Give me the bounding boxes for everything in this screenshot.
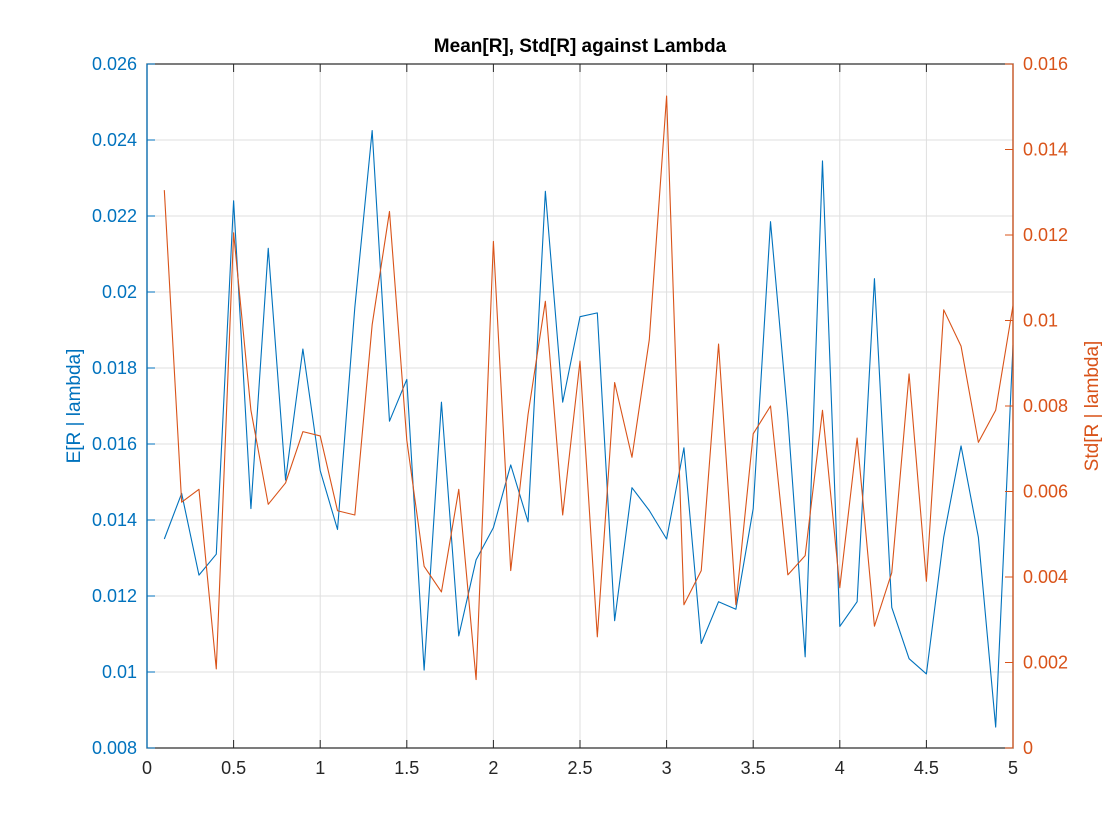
x-tick-label: 4.5 [914,758,939,778]
x-tick-label: 2.5 [567,758,592,778]
y-left-tick-label: 0.018 [92,358,137,378]
chart-title: Mean[R], Std[R] against Lambda [434,36,727,57]
y-left-tick-label: 0.012 [92,586,137,606]
x-tick-label: 0.5 [221,758,246,778]
y-left-tick-label: 0.026 [92,54,137,74]
x-tick-label: 0 [142,758,152,778]
y-right-tick-label: 0.012 [1023,225,1068,245]
x-tick-label: 3 [662,758,672,778]
x-tick-label: 3.5 [741,758,766,778]
x-tick-label: 5 [1008,758,1018,778]
y-axis-left-label: E[R | lambda] [64,349,85,464]
y-right-tick-label: 0.002 [1023,653,1068,673]
x-tick-label: 1 [315,758,325,778]
y-right-tick-label: 0 [1023,738,1033,758]
y-axis-right-label: Std[R | lambda] [1082,341,1103,472]
y-left-tick-label: 0.014 [92,510,137,530]
y-axis-right: 0 0.002 0.004 0.006 0.008 0.01 0.012 0.014 0.016 [1005,54,1068,758]
y-left-tick-label: 0.016 [92,434,137,454]
y-left-tick-label: 0.02 [102,282,137,302]
y-right-tick-label: 0.01 [1023,311,1058,331]
grid [146,63,1014,749]
x-tick-label: 1.5 [394,758,419,778]
y-left-tick-label: 0.022 [92,206,137,226]
y-right-tick-label: 0.004 [1023,567,1068,587]
y-axis-left: 0.008 0.01 0.012 0.014 0.016 0.018 0.02 0.022 0.… [92,54,155,758]
x-tick-label: 4 [835,758,845,778]
x-tick-label: 2 [488,758,498,778]
y-left-tick-label: 0.008 [92,738,137,758]
y-right-tick-label: 0.014 [1023,140,1068,160]
y-right-tick-label: 0.016 [1023,54,1068,74]
std-series-line [163,95,1014,681]
y-right-tick-label: 0.006 [1023,482,1068,502]
series-lines [163,95,1014,728]
y-right-tick-label: 0.008 [1023,396,1068,416]
y-left-tick-label: 0.01 [102,662,137,682]
y-left-tick-label: 0.024 [92,130,137,150]
mean-series-line [163,129,1014,728]
